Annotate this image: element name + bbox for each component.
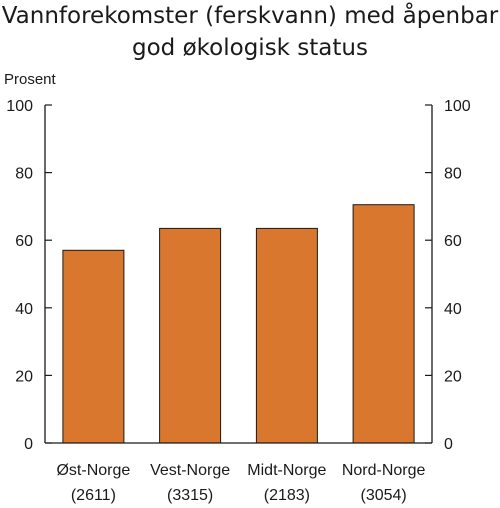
x-tick-label-2: Midt-Norge [247,462,326,479]
y-tick-label-left-5: 100 [6,98,33,115]
plot-area: Øst-Norge (2611) Vest-Norge (3315) Midt-Norg… [6,98,471,504]
y-tick-label-right-5: 100 [444,98,471,115]
y-tick-label-left-1: 20 [15,368,33,385]
y-tick-label-left-3: 60 [15,233,33,250]
chart-title: Vannforekomster (ferskvann) med åpenbar … [0,0,500,64]
x-tick-count-3: (3054) [361,487,407,504]
y-tick-label-right-0: 0 [444,436,453,453]
bar-0 [62,249,125,444]
y-tick-label-right-3: 60 [444,233,462,250]
x-tick-count-0: (2611) [71,487,116,504]
bar-1 [159,227,222,444]
bar-3 [352,204,415,444]
bar-2 [255,227,318,444]
y-tick-label-left-0: 0 [24,436,33,453]
x-tick-count-2: (2183) [264,487,310,504]
x-tick-label-3: Nord-Norge [342,462,426,479]
y-axis-title: Prosent [4,71,57,88]
x-tick-count-1: (3315) [167,487,213,504]
y-tick-label-left-4: 80 [15,166,33,183]
x-tick-label-1: Vest-Norge [150,462,230,479]
y-tick-label-right-1: 20 [444,368,462,385]
y-tick-label-right-4: 80 [444,166,462,183]
y-tick-label-left-2: 40 [15,301,33,318]
x-tick-label-0: Øst-Norge [56,462,130,479]
y-tick-label-right-2: 40 [444,301,462,318]
chart-title-line-1: Vannforekomster (ferskvann) med åpenbar [1,3,499,29]
chart-title-line-2: god økologisk status [132,35,368,61]
